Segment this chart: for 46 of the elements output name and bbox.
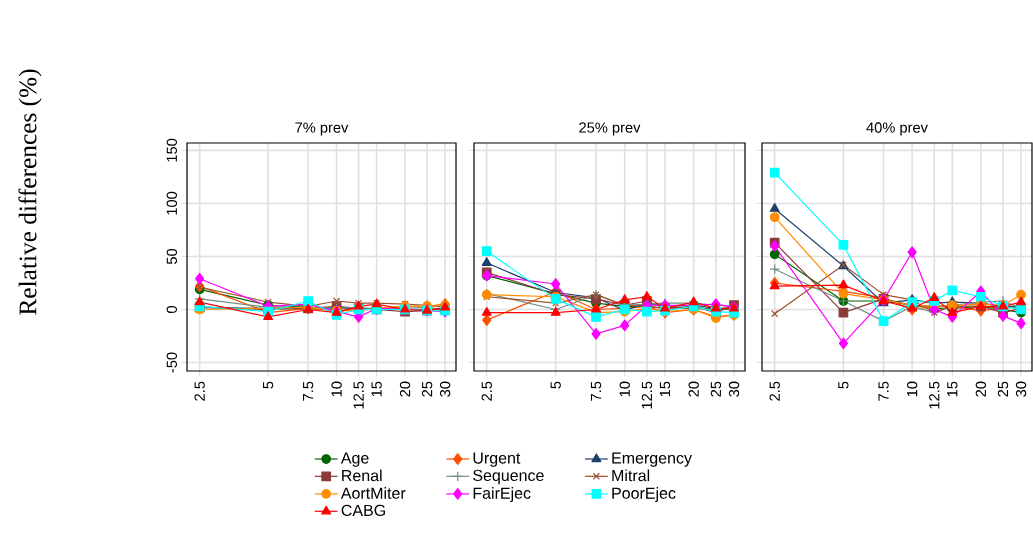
x-tick-label: 12.5 xyxy=(929,381,940,409)
x-tick-label: 2.5 xyxy=(769,381,780,401)
y-axis-title: Relative differences (%) xyxy=(18,69,42,315)
x-tick-label: 5 xyxy=(263,381,274,389)
x-tick-label: 25 xyxy=(421,381,433,397)
x-tick-label: 5 xyxy=(838,381,849,389)
legend-label: Age xyxy=(340,452,369,467)
legend-label: FairEjec xyxy=(473,487,531,503)
x-tick-label: 15 xyxy=(659,381,671,397)
legend-label: Renal xyxy=(342,469,382,482)
x-tick-label: 30 xyxy=(1015,381,1027,397)
x-tick-label: 12.5 xyxy=(353,381,364,409)
legend-label: Sequence xyxy=(473,469,544,485)
x-tick-label: 20 xyxy=(688,381,699,397)
x-tick-label: 20 xyxy=(399,381,411,397)
x-tick-label: 12.5 xyxy=(641,381,653,409)
legend-label: Urgent xyxy=(473,452,521,467)
y-tick-label: 150 xyxy=(166,138,178,162)
y-tick-label: 0 xyxy=(166,305,178,313)
chart-title: 7% prev xyxy=(295,122,349,136)
x-tick-label: 2.5 xyxy=(481,381,492,401)
x-tick-label: 7.5 xyxy=(590,381,602,401)
chart-title: 25% prev xyxy=(579,122,641,136)
x-tick-label: 10 xyxy=(619,381,630,397)
x-tick-label: 30 xyxy=(728,381,740,397)
legend-label: PoorEjec xyxy=(612,487,676,503)
x-tick-label: 15 xyxy=(947,381,958,397)
x-tick-label: 2.5 xyxy=(194,381,205,401)
y-tick-label: -50 xyxy=(166,352,178,373)
x-tick-label: 25 xyxy=(997,381,1009,397)
legend-label: AortMiter xyxy=(340,487,406,499)
x-tick-label: 10 xyxy=(331,381,342,397)
legend-label: Mitral xyxy=(612,469,650,482)
x-tick-label: 25 xyxy=(710,381,722,397)
x-tick-label: 5 xyxy=(550,381,561,389)
x-tick-label: 20 xyxy=(975,381,987,397)
x-tick-label: 30 xyxy=(439,381,451,397)
x-tick-label: 7.5 xyxy=(303,381,314,401)
legend-label: Emergency xyxy=(612,452,692,467)
chart-title: 40% prev xyxy=(866,122,928,136)
x-tick-label: 7.5 xyxy=(878,381,889,401)
x-tick-label: 10 xyxy=(906,381,918,397)
legend-label: CABG xyxy=(341,504,385,517)
y-tick-label: 50 xyxy=(166,248,178,265)
y-tick-label: 100 xyxy=(166,191,178,215)
x-tick-label: 15 xyxy=(371,381,382,397)
